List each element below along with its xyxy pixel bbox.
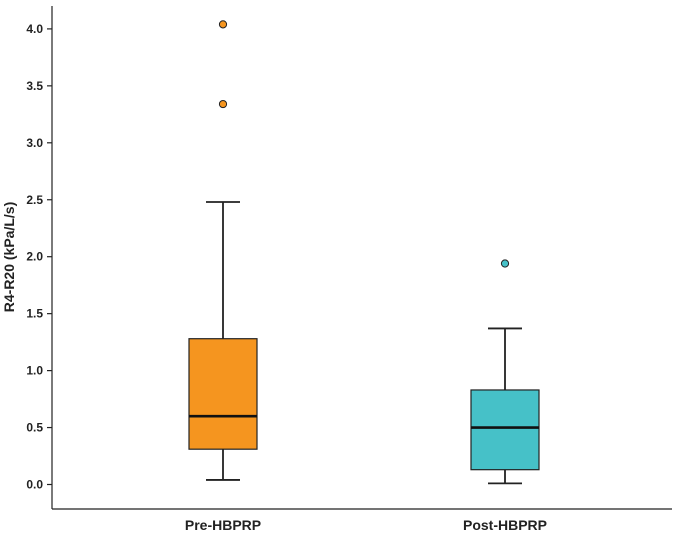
plot-area [51, 6, 672, 510]
outlier-point [218, 99, 228, 109]
box-series [188, 20, 540, 485]
y-axis-title: R4-R20 (kPa/L/s) [1, 202, 17, 312]
y-tick-label: 4.0 [26, 22, 43, 36]
outlier-point [500, 259, 510, 268]
y-axis-ticks: 0.0 0.5 1.0 1.5 2.0 2.5 3.0 3.5 4.0 [26, 22, 52, 492]
y-tick-label: 2.0 [26, 250, 43, 264]
x-category-label: Post-HBPRP [463, 517, 547, 533]
iqr-box [470, 389, 540, 471]
y-tick-label: 3.5 [26, 79, 43, 93]
x-category-label: Pre-HBPRP [185, 517, 261, 533]
box-post-hbprp [470, 259, 540, 485]
y-tick-label: 2.5 [26, 193, 43, 207]
box-pre-hbprp [188, 20, 258, 481]
y-tick-label: 1.0 [26, 364, 43, 378]
y-tick-label: 0.0 [26, 478, 43, 492]
y-tick-label: 1.5 [26, 307, 43, 321]
iqr-box [188, 338, 258, 450]
y-tick-label: 3.0 [26, 136, 43, 150]
outlier-point [218, 20, 228, 29]
y-tick-label: 0.5 [26, 421, 43, 435]
x-axis-category-labels: Pre-HBPRP Post-HBPRP [185, 517, 547, 533]
